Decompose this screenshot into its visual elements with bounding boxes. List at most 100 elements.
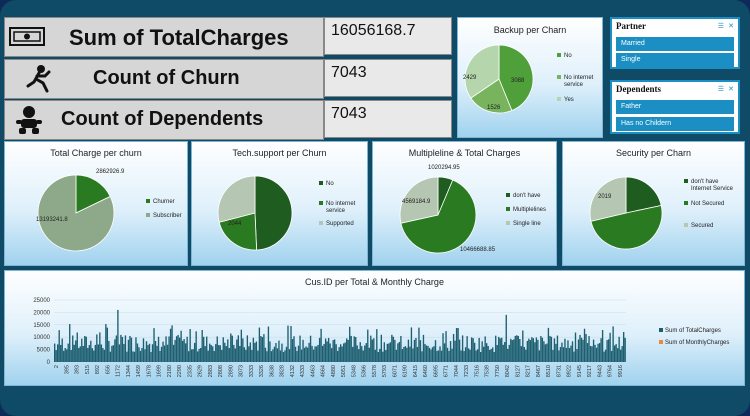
- bar[interactable]: [103, 349, 106, 362]
- bar[interactable]: [391, 334, 393, 362]
- bar[interactable]: [91, 348, 93, 362]
- bar[interactable]: [96, 334, 98, 362]
- bar[interactable]: [177, 334, 179, 362]
- pie-slice[interactable]: [75, 174, 111, 214]
- bar[interactable]: [237, 335, 239, 362]
- bar[interactable]: [115, 335, 118, 362]
- bar[interactable]: [252, 337, 255, 362]
- bar[interactable]: [373, 338, 375, 362]
- bar[interactable]: [463, 351, 465, 362]
- bar[interactable]: [412, 348, 414, 362]
- bar[interactable]: [495, 335, 497, 362]
- bar[interactable]: [624, 337, 626, 362]
- bar[interactable]: [454, 340, 456, 362]
- bar[interactable]: [407, 339, 410, 362]
- bar[interactable]: [379, 348, 381, 362]
- bar[interactable]: [473, 342, 476, 362]
- bar[interactable]: [517, 335, 519, 362]
- bar[interactable]: [254, 342, 256, 362]
- bar[interactable]: [330, 348, 333, 362]
- bar[interactable]: [403, 346, 405, 362]
- pie-slice[interactable]: [498, 44, 534, 112]
- bar[interactable]: [306, 347, 309, 362]
- bar[interactable]: [154, 340, 157, 362]
- bar[interactable]: [312, 349, 315, 362]
- bar[interactable]: [464, 347, 467, 362]
- bar[interactable]: [436, 350, 438, 362]
- bar[interactable]: [555, 343, 557, 362]
- bar[interactable]: [290, 326, 292, 362]
- bar[interactable]: [81, 338, 83, 362]
- bar[interactable]: [70, 349, 72, 362]
- bar[interactable]: [606, 340, 608, 362]
- bar[interactable]: [615, 344, 617, 362]
- bar[interactable]: [315, 346, 318, 362]
- bar[interactable]: [522, 330, 524, 362]
- bar[interactable]: [397, 343, 399, 362]
- bar[interactable]: [358, 349, 360, 362]
- bar[interactable]: [519, 338, 521, 362]
- bar[interactable]: [576, 349, 578, 362]
- bar[interactable]: [598, 343, 601, 362]
- bar[interactable]: [367, 329, 369, 362]
- bar[interactable]: [458, 339, 461, 362]
- bar[interactable]: [75, 340, 77, 362]
- bar[interactable]: [160, 346, 163, 362]
- bar[interactable]: [472, 338, 474, 362]
- bar[interactable]: [242, 338, 244, 362]
- bar[interactable]: [275, 343, 277, 362]
- bar[interactable]: [118, 344, 121, 362]
- bar[interactable]: [400, 335, 402, 362]
- bar[interactable]: [94, 344, 96, 362]
- bar[interactable]: [178, 337, 181, 362]
- bar[interactable]: [141, 348, 143, 362]
- bar[interactable]: [219, 345, 221, 362]
- bar[interactable]: [222, 337, 224, 362]
- partner-slicer-item[interactable]: Single: [616, 53, 734, 67]
- bar[interactable]: [246, 335, 249, 362]
- bar[interactable]: [54, 343, 56, 362]
- bar[interactable]: [124, 335, 127, 362]
- bar[interactable]: [251, 349, 253, 362]
- bar[interactable]: [437, 350, 440, 362]
- bar[interactable]: [288, 349, 291, 362]
- bar[interactable]: [484, 336, 486, 362]
- partner-slicer-item[interactable]: Married: [616, 37, 734, 51]
- bar[interactable]: [190, 349, 193, 362]
- bar[interactable]: [326, 341, 328, 362]
- bar[interactable]: [452, 333, 455, 362]
- bar[interactable]: [398, 341, 401, 362]
- bar[interactable]: [601, 329, 604, 362]
- bar[interactable]: [78, 348, 80, 362]
- bar[interactable]: [193, 342, 196, 362]
- bar[interactable]: [57, 344, 59, 362]
- bar[interactable]: [406, 347, 408, 362]
- bar[interactable]: [589, 346, 592, 362]
- bar[interactable]: [392, 336, 395, 362]
- bar[interactable]: [376, 329, 378, 362]
- bar[interactable]: [159, 350, 161, 362]
- bar[interactable]: [565, 347, 568, 362]
- bar[interactable]: [502, 344, 504, 362]
- bar[interactable]: [383, 342, 386, 362]
- bar[interactable]: [534, 342, 536, 362]
- bar[interactable]: [470, 337, 473, 362]
- bar[interactable]: [129, 335, 131, 362]
- bar[interactable]: [543, 341, 545, 362]
- bar[interactable]: [487, 345, 489, 362]
- bar[interactable]: [261, 337, 264, 362]
- bar[interactable]: [258, 327, 261, 362]
- bar[interactable]: [293, 336, 295, 362]
- bar[interactable]: [133, 351, 136, 362]
- bar[interactable]: [409, 346, 411, 362]
- bar[interactable]: [73, 344, 75, 362]
- bar[interactable]: [469, 349, 471, 362]
- multi-select-icon[interactable]: ☰: [717, 86, 724, 93]
- bar[interactable]: [126, 351, 128, 362]
- bar[interactable]: [382, 351, 384, 362]
- bar[interactable]: [327, 337, 330, 362]
- bar[interactable]: [546, 343, 548, 362]
- bar[interactable]: [99, 332, 101, 362]
- bar[interactable]: [564, 338, 566, 362]
- bar[interactable]: [181, 340, 184, 362]
